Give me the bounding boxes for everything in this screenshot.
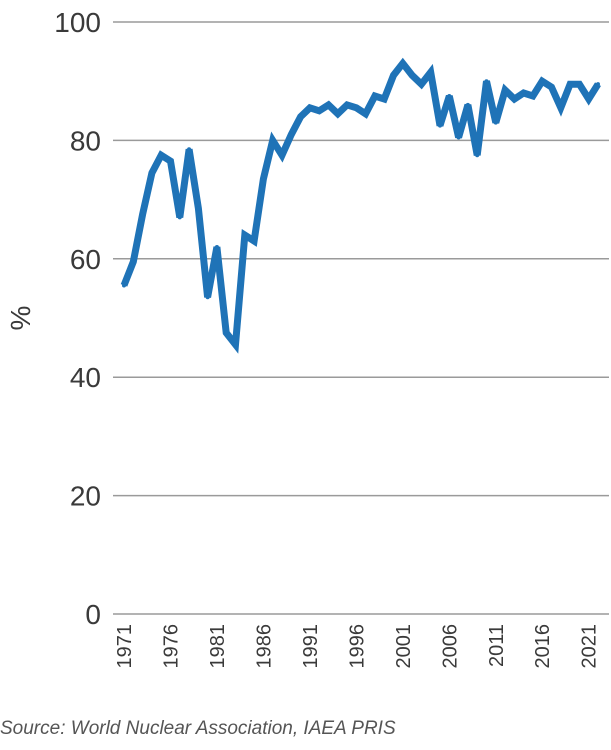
x-tick-label: 2001 xyxy=(393,624,415,669)
x-tick-label: 1976 xyxy=(160,624,182,669)
data-point-2008 xyxy=(465,102,470,107)
data-point-1990 xyxy=(298,114,303,119)
y-tick-label: 100 xyxy=(54,7,101,38)
x-tick-label: 1996 xyxy=(346,624,368,669)
series-layer xyxy=(120,57,601,354)
data-point-1986 xyxy=(261,176,266,181)
data-point-1973 xyxy=(140,212,145,217)
x-tick-label: 2021 xyxy=(579,624,601,669)
y-axis-label: % xyxy=(5,306,36,331)
data-point-1972 xyxy=(131,259,136,264)
data-point-1974 xyxy=(149,170,154,175)
data-point-2002 xyxy=(410,73,415,78)
x-axis-tick-labels: 1971 1976 1981 1986 1991 1996 2001 2006 2011 2016… xyxy=(114,624,601,669)
data-point-1979 xyxy=(196,206,201,211)
data-point-2009 xyxy=(475,153,480,158)
data-point-1992 xyxy=(317,108,322,113)
data-point-1995 xyxy=(345,102,350,107)
data-point-1983 xyxy=(233,342,238,347)
x-tick-label: 1981 xyxy=(207,624,229,669)
data-point-2007 xyxy=(456,135,461,140)
data-point-2014 xyxy=(521,91,526,96)
data-point-1989 xyxy=(289,132,294,137)
data-point-1988 xyxy=(280,153,284,158)
y-tick-label: 40 xyxy=(70,362,101,393)
x-tick-label: 2011 xyxy=(486,624,508,667)
data-point-1996 xyxy=(354,105,359,110)
data-point-2021 xyxy=(586,96,591,101)
data-point-2006 xyxy=(447,94,452,98)
data-point-2019 xyxy=(568,82,573,87)
data-point-2010 xyxy=(484,79,489,84)
x-tick-label: 1986 xyxy=(253,624,275,669)
x-tick-label: 2006 xyxy=(439,624,461,669)
x-tick-label: 1971 xyxy=(114,624,136,669)
data-point-1987 xyxy=(270,138,275,143)
data-point-1980 xyxy=(205,295,210,300)
y-tick-label: 80 xyxy=(70,125,101,156)
data-point-2003 xyxy=(419,82,424,87)
data-point-2011 xyxy=(493,120,498,125)
gridlines xyxy=(113,21,609,615)
y-tick-label: 60 xyxy=(70,244,101,275)
data-point-1977 xyxy=(177,215,182,220)
data-point-1982 xyxy=(224,330,229,335)
data-point-2005 xyxy=(438,123,442,128)
x-tick-label: 1991 xyxy=(300,624,322,669)
data-point-2022 xyxy=(596,82,600,87)
data-point-2000 xyxy=(391,73,396,78)
y-axis-tick-labels: 0 20 40 60 80 100 xyxy=(54,7,101,630)
data-point-2018 xyxy=(558,105,563,110)
y-tick-label: 20 xyxy=(70,481,101,512)
data-point-2020 xyxy=(577,82,582,87)
data-point-1984 xyxy=(242,233,247,238)
data-point-1997 xyxy=(363,111,368,116)
source-note: Source: World Nuclear Association, IAEA … xyxy=(0,718,396,739)
data-point-2001 xyxy=(400,61,405,66)
data-point-2013 xyxy=(512,96,517,101)
data-point-2017 xyxy=(549,85,554,90)
data-point-2015 xyxy=(530,94,535,98)
data-point-1999 xyxy=(382,96,387,101)
data-point-1978 xyxy=(187,147,192,152)
series-line xyxy=(120,57,601,354)
data-point-1985 xyxy=(252,239,257,244)
data-point-2004 xyxy=(428,70,433,75)
data-point-2016 xyxy=(540,79,545,84)
data-point-2012 xyxy=(503,88,508,93)
data-point-1993 xyxy=(326,102,331,107)
data-point-1991 xyxy=(307,105,312,110)
data-point-1975 xyxy=(159,153,164,158)
data-point-1998 xyxy=(372,94,377,98)
data-point-1976 xyxy=(168,159,173,164)
y-tick-label: 0 xyxy=(85,599,101,630)
x-tick-label: 2016 xyxy=(532,624,554,669)
data-point-1981 xyxy=(214,244,219,249)
data-point-1994 xyxy=(335,111,340,116)
data-point-1971 xyxy=(122,283,126,288)
